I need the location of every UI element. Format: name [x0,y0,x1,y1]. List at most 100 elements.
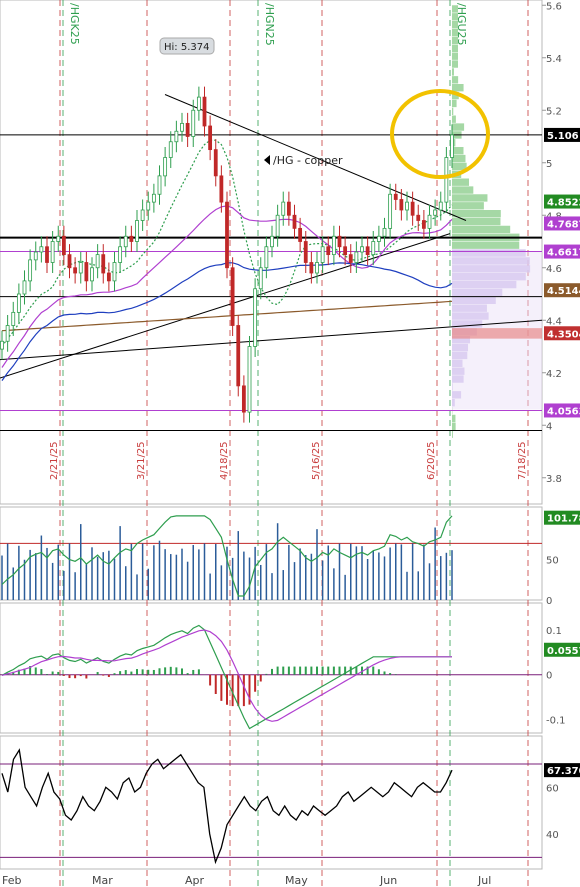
price-tick-label: 5 [546,159,552,170]
volume-profile-bar [452,415,455,422]
rsi-tick-label: 50 [546,556,559,567]
candle-body [316,263,319,274]
candle-body [349,255,352,263]
expiry-date-label: 4/18/25 [219,441,230,480]
candle-body [181,123,184,131]
volume-profile-bar [452,116,456,123]
candle-body [79,263,82,274]
month-label: May [285,874,308,887]
hi-label: Hi: 5.374 [164,42,209,53]
volume-profile-bar [452,76,458,83]
candle-body [389,194,392,228]
candle-body [327,247,330,255]
candle-body [282,202,285,215]
price-badge-label: 4.7687 [547,219,580,230]
volume-profile-bar [452,37,458,44]
candle-body [344,247,347,255]
candle-body [96,255,99,268]
stoch-tick-label: 60 [546,783,559,794]
volume-profile-bar [452,155,465,162]
expiry-date-label: 5/16/25 [311,441,322,480]
rsi-value-label: 101.78 [547,514,580,525]
candle-body [214,150,217,176]
candle-body [304,242,307,263]
volume-profile-bar [452,29,458,36]
price-badge-label: 4.8522 [547,198,580,209]
candle-body [428,215,431,228]
candle-body [361,247,364,252]
price-tick-label: 4 [546,421,552,432]
price-tick-label: 4.4 [546,316,562,327]
volume-profile-bar [452,242,519,249]
macd-tick-label: -0.1 [546,716,566,727]
candle-body [152,194,155,202]
candle-body [321,247,324,263]
price-badge-label: 5.106 [547,131,579,142]
candle-body [231,268,234,326]
candle-body [338,236,341,247]
chart-title: /HG - copper [273,154,343,167]
candle-body [192,110,195,136]
candle-body [1,341,4,349]
price-tick-label: 4.6 [546,264,562,275]
candle-body [141,210,144,221]
poc-band [452,328,542,339]
stoch-tick-label: 40 [546,830,559,841]
volume-profile-bar [452,53,458,60]
macd-value-label: 0.0557 [547,646,580,657]
volume-profile-bar [452,423,456,430]
price-tick-label: 5.2 [546,106,562,117]
candle-body [400,200,403,211]
contract-roll-label: /HGK25 [68,3,81,45]
candle-body [158,176,161,194]
candle-body [299,228,302,241]
volume-profile-bar [452,123,464,130]
contract-roll-label: /HGN25 [263,3,276,46]
expiry-date-label: 7/18/25 [517,441,528,480]
candle-body [254,289,257,347]
price-tick-label: 5.4 [546,54,562,65]
candle-body [169,142,172,158]
volume-profile-bar [452,60,458,67]
candle-body [17,294,20,312]
price-badge-label: 4.3504 [547,329,580,340]
volume-profile-bar [452,108,453,115]
candle-body [265,247,268,268]
volume-profile-bar [452,210,501,217]
candle-body [12,312,15,325]
candle-body [34,252,37,260]
candle-body [226,202,229,268]
candle-body [287,202,290,215]
candle-body [62,236,65,254]
candle-body [102,255,105,273]
candle-body [46,247,49,263]
candle-body [23,281,26,294]
candle-body [271,236,274,247]
candle-body [237,326,240,386]
price-tick-label: 5.6 [546,1,562,12]
candle-body [107,273,110,281]
month-label: Jun [379,874,397,887]
candle-body [310,263,313,274]
candle-body [113,263,116,281]
candle-body [406,202,409,210]
candle-body [51,242,54,263]
volume-profile-bar [452,100,457,107]
volume-profile-bar [452,5,458,12]
candle-body [293,215,296,228]
candle-body [40,247,43,252]
candle-body [6,326,9,342]
volume-profile-bar [452,186,473,193]
candle-body [29,260,32,281]
candle-body [434,210,437,215]
candle-body [411,202,414,215]
candle-body [57,236,60,241]
candle-body [417,215,420,220]
month-label: Jul [477,874,491,887]
month-label: Feb [2,874,21,887]
candle-body [422,221,425,229]
candle-body [136,221,139,242]
candle-body [355,252,358,263]
candle-body [451,135,454,158]
